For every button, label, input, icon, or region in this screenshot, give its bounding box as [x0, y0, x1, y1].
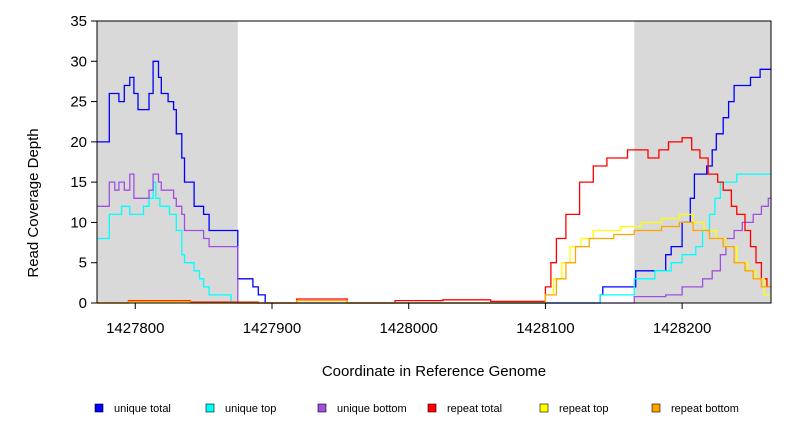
series-line-unique-top — [97, 173, 771, 304]
legend-label: unique top — [225, 403, 276, 415]
legend-swatch — [205, 403, 215, 413]
y-axis: 0 5 10 15 20 25 30 35 — [70, 13, 97, 312]
legend-swatch — [651, 403, 661, 413]
x-axis-title: Coordinate in Reference Genome — [322, 363, 546, 380]
y-tick-label: 15 — [70, 174, 87, 191]
y-tick-label: 25 — [70, 94, 87, 111]
y-tick-label: 5 — [79, 255, 87, 272]
series-line-repeat-bottom — [97, 221, 771, 304]
x-tick-label: 1428200 — [653, 320, 711, 337]
legend-label: unique bottom — [337, 403, 407, 415]
legend-swatch — [317, 403, 327, 413]
legend-swatch — [94, 403, 104, 413]
legend-label: repeat total — [447, 403, 502, 415]
x-tick-label: 1428000 — [380, 320, 438, 337]
legend-label: repeat top — [559, 403, 609, 415]
y-tick-label: 0 — [79, 295, 87, 312]
y-tick-label: 30 — [70, 53, 87, 70]
legend-label: repeat bottom — [671, 403, 739, 415]
shaded-regions — [97, 21, 771, 303]
legend-label: unique total — [114, 403, 171, 415]
legend-swatch — [427, 403, 437, 413]
legend: unique total unique top unique bottom repea… — [94, 403, 739, 415]
y-axis-title: Read Coverage Depth — [25, 128, 42, 277]
series-line-unique-bottom — [97, 173, 771, 304]
plot-frame — [96, 20, 772, 304]
series-line-repeat-top — [97, 213, 771, 304]
y-tick-label: 35 — [70, 13, 87, 30]
legend-swatch — [539, 403, 549, 413]
y-tick-label: 10 — [70, 214, 87, 231]
x-axis: 1427800 1427900 1428000 1428100 1428200 — [106, 303, 711, 337]
shaded-region-1 — [97, 21, 238, 303]
shaded-region-2 — [634, 21, 771, 303]
y-tick-label: 20 — [70, 134, 87, 151]
x-tick-label: 1428100 — [516, 320, 574, 337]
x-tick-label: 1427900 — [243, 320, 301, 337]
x-tick-label: 1427800 — [106, 320, 164, 337]
